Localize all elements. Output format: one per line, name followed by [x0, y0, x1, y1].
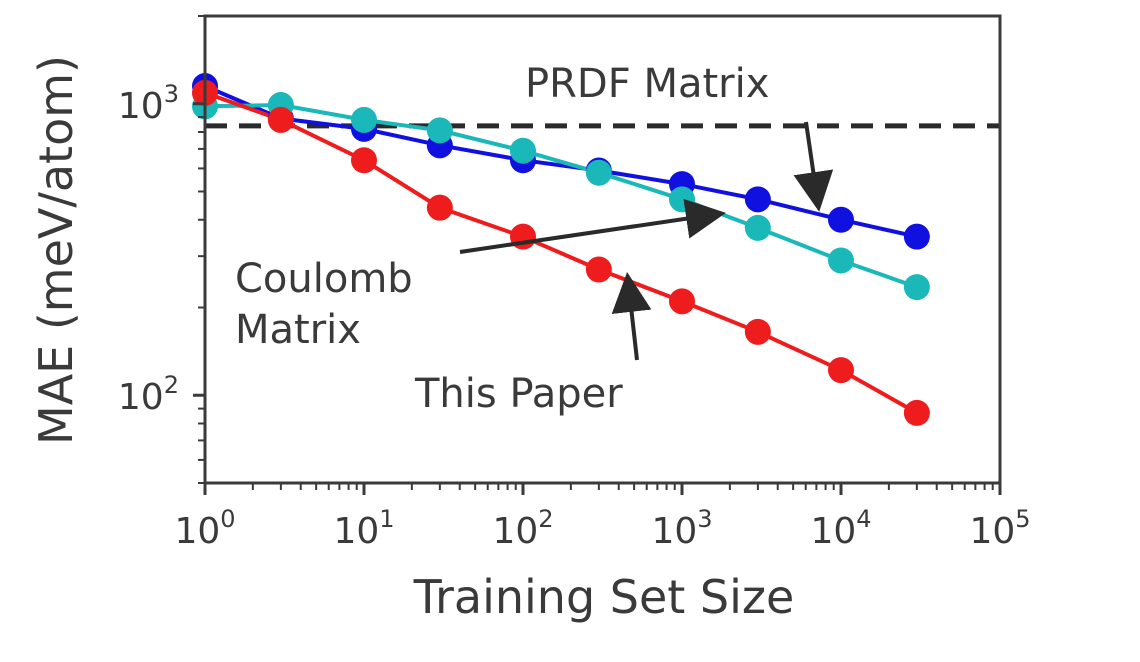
data-point-blue — [744, 186, 771, 213]
arrow-this-paper — [611, 272, 652, 361]
data-point-red — [744, 318, 771, 345]
data-point-red — [267, 106, 294, 133]
x-tick-label: 104 — [810, 505, 871, 552]
x-tick-label: 103 — [651, 505, 712, 552]
data-point-blue — [903, 223, 930, 250]
data-point-cyan — [744, 214, 771, 241]
x-axis-label: Training Set Size — [413, 570, 795, 624]
data-point-red — [903, 399, 930, 426]
data-point-cyan — [351, 106, 377, 133]
data-point-blue — [828, 206, 854, 233]
x-tick-label: 105 — [969, 505, 1030, 552]
data-point-cyan — [828, 247, 854, 274]
annotation-coulomb-line1: Coulomb — [235, 256, 413, 302]
x-tick-label: 100 — [174, 505, 235, 552]
series-line-cyan — [204, 102, 918, 289]
annotation-coulomb-line2: Matrix — [235, 307, 361, 353]
annotation-prdf: PRDF Matrix — [525, 61, 769, 107]
arrow-coulomb — [459, 198, 726, 254]
data-point-red — [426, 194, 453, 221]
data-point-red — [669, 288, 695, 315]
arrow-prdf — [793, 121, 834, 212]
data-layer — [192, 73, 1000, 426]
annotation-layer: PRDF Matrix Coulomb Matrix This Paper — [235, 61, 834, 417]
ticks-layer: 100 101 102 103 104 105 102 103 — [118, 15, 1031, 552]
data-point-cyan — [585, 159, 612, 186]
series-line-red — [204, 90, 918, 415]
data-point-cyan — [426, 117, 453, 144]
y-axis-label: MAE (meV/atom) — [29, 55, 83, 445]
plot-frame — [203, 14, 1002, 485]
data-point-cyan — [903, 274, 930, 301]
y-tick-label: 103 — [118, 80, 179, 127]
x-tick-label: 102 — [492, 505, 553, 552]
data-point-red — [828, 357, 854, 384]
annotation-this-paper: This Paper — [414, 371, 623, 417]
data-point-red — [351, 147, 377, 174]
y-tick-label: 102 — [118, 371, 179, 418]
x-tick-label: 101 — [333, 505, 394, 552]
data-point-cyan — [510, 137, 536, 164]
data-point-cyan — [669, 186, 695, 213]
data-point-red — [585, 256, 612, 283]
